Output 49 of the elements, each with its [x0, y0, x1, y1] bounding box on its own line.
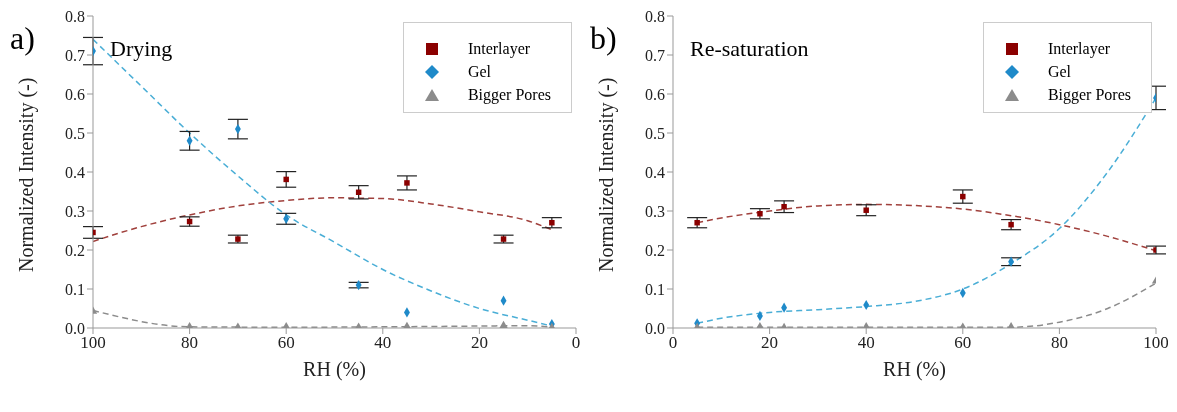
legend-label: Bigger Pores [1047, 85, 1131, 104]
point [781, 203, 787, 210]
x-axis-title: RH (%) [883, 358, 946, 381]
point [404, 180, 410, 186]
text: a) [10, 20, 35, 57]
y-tick-label: 0.5 [645, 124, 665, 142]
point [499, 320, 508, 328]
x-tick-label: 20 [761, 333, 779, 353]
y-tick-label: 0.1 [65, 280, 85, 298]
x-tick-label: 20 [470, 333, 488, 353]
legend-label: Gel [1047, 62, 1071, 81]
legend-label: Interlayer [467, 39, 531, 58]
text: Re-saturation [690, 36, 809, 62]
y-tick-label: 0.7 [65, 46, 85, 64]
point [283, 176, 289, 183]
y-tick-label: 0.8 [645, 7, 665, 25]
text: Drying [110, 36, 173, 62]
x-tick-label: 0 [571, 333, 581, 353]
legend-label: Bigger Pores [467, 85, 551, 104]
x-tick-label: 60 [954, 333, 972, 353]
y-tick-label: 0.5 [65, 124, 85, 142]
y-tick-label: 0.2 [645, 241, 665, 259]
y-tick-label: 0.1 [645, 280, 665, 298]
x-tick-label: 40 [857, 333, 875, 353]
y-tick-label: 0.7 [645, 46, 665, 64]
legend-label: Gel [467, 62, 491, 81]
point [960, 193, 966, 200]
y-axis-title: Normalized Intensity (-) [595, 77, 619, 272]
x-tick-label: 100 [1143, 333, 1169, 353]
x-tick-label: 80 [1050, 333, 1068, 353]
text: b) [590, 20, 617, 57]
y-tick-label: 0.2 [65, 241, 85, 259]
point [863, 207, 869, 213]
y-tick-label: 0.6 [645, 85, 665, 103]
y-tick-label: 0.0 [645, 319, 665, 337]
x-tick-label: 0 [668, 333, 678, 353]
y-tick-label: 0.8 [65, 7, 85, 25]
x-axis-title: RH (%) [303, 358, 366, 381]
legend-label: Interlayer [1047, 39, 1111, 58]
y-tick-label: 0.4 [65, 163, 85, 181]
y-tick-label: 0.3 [645, 202, 665, 220]
y-tick-label: 0.4 [645, 163, 665, 181]
x-tick-label: 40 [374, 333, 392, 353]
x-tick-label: 60 [277, 333, 295, 353]
line-series [93, 196, 553, 243]
y-axis-title: Normalized Intensity (-) [15, 77, 39, 272]
y-tick-label: 0.3 [65, 202, 85, 220]
x-tick-label: 80 [181, 333, 199, 353]
y-tick-label: 0.6 [65, 85, 85, 103]
